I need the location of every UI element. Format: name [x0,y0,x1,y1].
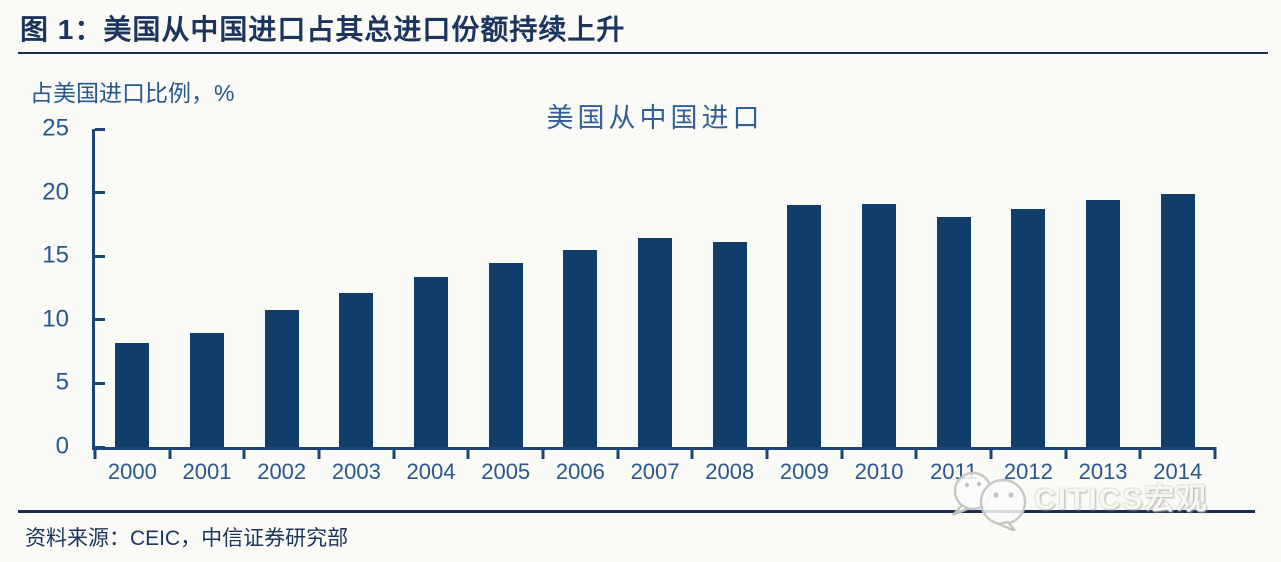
x-tick-label-2002: 2002 [257,459,307,484]
x-axis-tick-12 [989,447,993,459]
y-tick-label-25: 25 [42,114,69,142]
y-tick-20 [95,191,105,195]
bar-2000 [115,342,150,447]
x-tick-labels: 2000 2001 2002 2003 2004 2005 2006 2007 2008 2009… [95,459,1215,485]
y-tick-label-15: 15 [42,241,69,269]
x-axis-tick-14 [1138,447,1142,459]
bottom-divider [18,510,1255,513]
chart-title: 美国从中国进口 [546,103,764,133]
x-axis-tick-8 [690,447,694,459]
bar-2007 [638,238,673,447]
x-axis-tick-10 [840,447,844,459]
bar-cell-2011 [916,129,991,447]
bar-2010 [862,204,897,447]
bar-cell-2000 [95,129,170,447]
y-tick-label-5: 5 [55,368,69,396]
y-tick-5 [95,381,105,385]
y-axis-unit-label: 占美国进口比例，% [30,80,235,106]
plot-area: 2000 2001 2002 2003 2004 2005 2006 2007 2008 2009… [42,116,1217,484]
x-tick-label-2001: 2001 [182,459,232,484]
bars-container [95,129,1215,447]
bar-2001 [190,332,224,447]
bar-cell-2009 [767,129,842,447]
x-axis-tick-4 [392,447,396,459]
bar-cell-2012 [991,129,1066,447]
y-axis-line [92,129,95,450]
x-tick-label-2010: 2010 [854,459,904,484]
bar-2005 [488,262,523,447]
y-tick-10 [95,318,105,322]
x-axis-tick-2 [242,447,246,459]
bar-2014 [1160,193,1195,447]
x-tick-label-2005: 2005 [481,459,531,484]
x-tick-label-2009: 2009 [779,459,829,484]
y-tick-label-20: 20 [42,178,69,206]
x-axis-tick-15 [1213,447,1217,459]
bar-cell-2010 [842,129,917,447]
bar-cell-2013 [1066,129,1141,447]
x-tick-label-2008: 2008 [705,459,755,484]
y-tick-15 [95,254,105,258]
x-tick-label-2004: 2004 [406,459,456,484]
bar-cell-2002 [244,129,319,447]
x-axis-tick-6 [541,447,545,459]
wechat-watermark: CITICS宏观 [938,460,1208,532]
x-axis-tick-11 [914,447,918,459]
bar-2008 [712,242,747,447]
y-tick-label-0: 0 [55,432,69,460]
bar-2009 [787,205,822,447]
bar-cell-2001 [170,129,245,447]
bar-cell-2008 [692,129,767,447]
figure-title: 图 1：美国从中国进口占其总进口份额持续上升 [20,14,626,45]
x-tick-label-2014: 2014 [1153,459,1203,484]
bar-2013 [1086,200,1121,447]
bar-2012 [1011,209,1046,447]
x-tick-label-2013: 2013 [1078,459,1128,484]
bar-2006 [563,249,598,447]
x-tick-label-2012: 2012 [1003,459,1053,484]
x-axis-tick-13 [1064,447,1068,459]
bar-2011 [936,216,971,447]
bar-2002 [264,309,299,447]
x-tick-label-2000: 2000 [107,459,157,484]
bar-cell-2005 [468,129,543,447]
x-tick-label-2006: 2006 [555,459,605,484]
x-tick-label-2007: 2007 [630,459,680,484]
watermark-text: CITICS宏观 [1034,483,1209,516]
bar-2003 [339,293,374,447]
y-tick-label-10: 10 [42,305,69,333]
x-axis-tick-9 [765,447,769,459]
wechat-icon [952,471,1027,531]
x-axis-tick-1 [168,447,172,459]
x-axis-tick-0 [93,447,97,459]
y-tick-25 [95,127,105,131]
x-axis-line [92,447,1215,450]
bar-cell-2004 [394,129,469,447]
y-tick-0 [95,445,105,449]
x-tick-label-2003: 2003 [331,459,381,484]
x-axis-tick-3 [317,447,321,459]
bar-2004 [414,276,449,447]
bar-cell-2006 [543,129,618,447]
source-note: 资料来源：CEIC，中信证券研究部 [25,527,349,550]
x-axis-tick-5 [466,447,470,459]
x-axis-tick-7 [616,447,620,459]
bar-cell-2014 [1140,129,1215,447]
top-divider [18,52,1268,54]
bar-cell-2007 [618,129,693,447]
bar-cell-2003 [319,129,394,447]
